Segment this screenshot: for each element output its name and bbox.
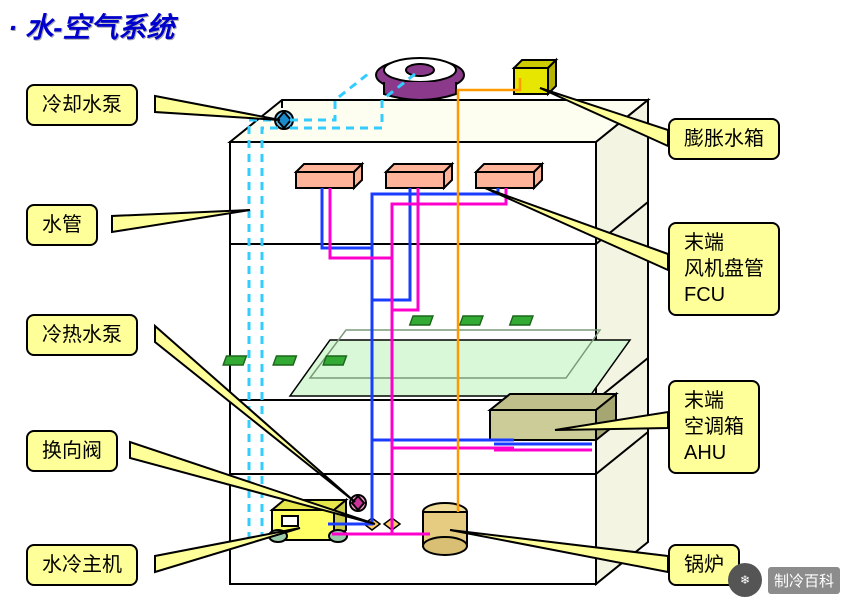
label-fcu: 末端 风机盘管 FCU xyxy=(668,222,780,316)
watermark: ❄ 制冷百科 xyxy=(728,563,840,597)
label-chiller: 水冷主机 xyxy=(26,544,138,586)
watermark-icon: ❄ xyxy=(728,563,762,597)
chw-pump-icon xyxy=(350,495,366,511)
label-exp-tank: 膨胀水箱 xyxy=(668,118,780,160)
label-cooling-pump: 冷却水泵 xyxy=(26,84,138,126)
label-ahu: 末端 空调箱 AHU xyxy=(668,380,760,474)
boiler-icon xyxy=(423,503,467,555)
diagram-canvas: · 水-空气系统 xyxy=(0,0,848,605)
label-reverse-valve: 换向阀 xyxy=(26,430,118,472)
watermark-text: 制冷百科 xyxy=(768,567,840,594)
label-pipe: 水管 xyxy=(26,204,98,246)
fcu-units xyxy=(296,164,542,188)
label-chw-pump: 冷热水泵 xyxy=(26,314,138,356)
